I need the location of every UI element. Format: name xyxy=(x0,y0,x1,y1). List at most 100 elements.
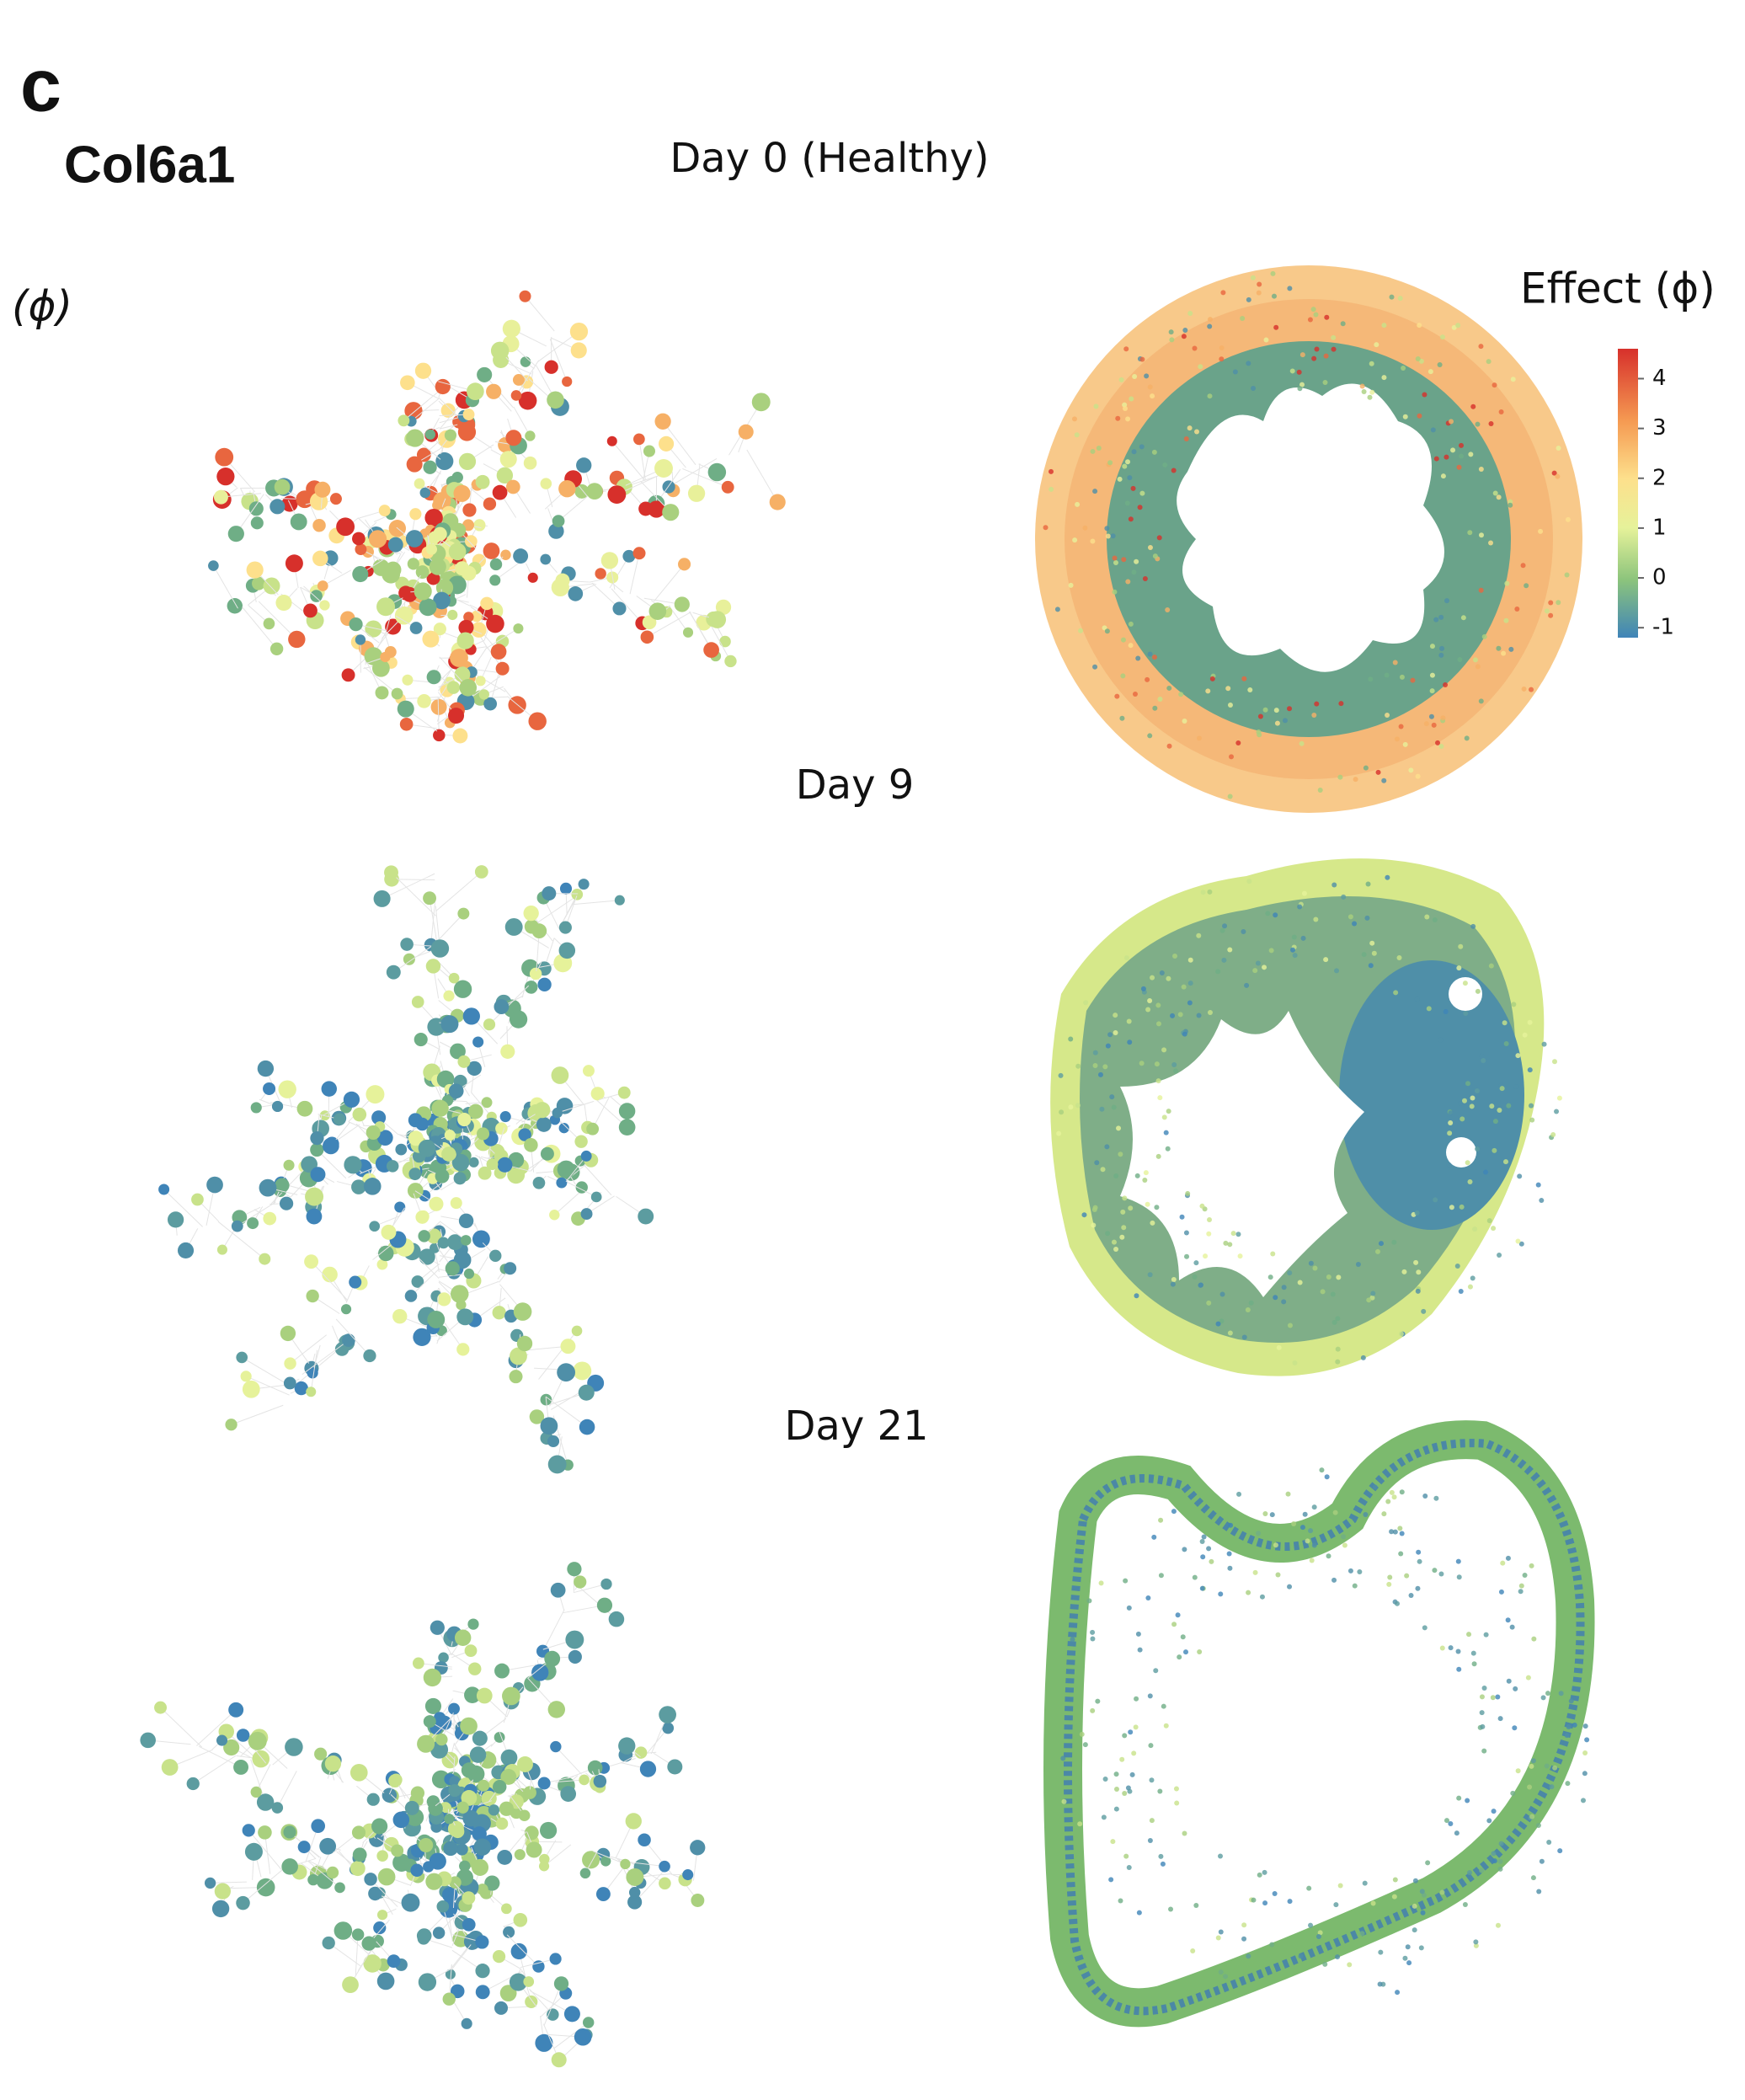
tissue-cell xyxy=(1287,706,1292,711)
tissue-cell xyxy=(1148,1693,1153,1698)
network-node xyxy=(214,490,228,505)
tissue-cell xyxy=(1260,1595,1265,1600)
tissue-cell xyxy=(1521,563,1526,568)
network-node xyxy=(455,561,469,575)
tissue-cell xyxy=(1404,1574,1409,1579)
network-node xyxy=(739,425,754,440)
network-node xyxy=(667,1759,682,1774)
tissue-cell xyxy=(1273,1542,1278,1547)
network-node xyxy=(517,1756,533,1772)
network-node xyxy=(382,1788,397,1803)
tissue-cell xyxy=(1488,541,1493,546)
network-node xyxy=(506,480,520,494)
network-node xyxy=(497,1157,512,1173)
network-node xyxy=(233,1760,248,1775)
tissue-cell xyxy=(1177,1654,1182,1659)
tissue-cell xyxy=(1432,1568,1437,1573)
network-node xyxy=(459,453,476,470)
tissue-cell xyxy=(1473,657,1478,662)
tissue-cell xyxy=(1449,419,1454,424)
tissue-cell xyxy=(1406,1960,1411,1965)
network-node xyxy=(451,1825,465,1838)
tissue-cell xyxy=(1364,916,1369,921)
network-node xyxy=(494,2001,508,2015)
tissue-cell xyxy=(1412,1927,1417,1932)
tissue-cell xyxy=(1465,1798,1470,1803)
tissue-cell xyxy=(1086,1598,1091,1603)
network-node xyxy=(263,1212,276,1226)
tissue-cell xyxy=(1449,1645,1454,1650)
network-node xyxy=(216,1735,227,1746)
tissue-cell xyxy=(1376,770,1381,775)
tissue-cell xyxy=(1506,1556,1511,1561)
network xyxy=(208,291,786,744)
network-node xyxy=(280,1326,296,1341)
tissue-cell xyxy=(1457,657,1462,662)
tissue-cell xyxy=(1448,1821,1453,1826)
tissue-cell xyxy=(1467,530,1472,535)
network-node xyxy=(248,1732,267,1750)
network-node xyxy=(511,1943,527,1959)
tissue-cell xyxy=(1311,356,1316,361)
network-edge xyxy=(435,872,481,911)
network-node xyxy=(433,729,446,742)
tissue-cell xyxy=(1121,557,1126,562)
network-node xyxy=(355,543,366,555)
tissue-cell xyxy=(1381,778,1386,783)
tissue-cell xyxy=(1397,1526,1402,1531)
tissue-cell xyxy=(1151,1535,1156,1540)
tissue-cell xyxy=(1150,975,1155,981)
tissue-cell xyxy=(1169,329,1174,334)
network-node xyxy=(524,1138,538,1152)
tissue-cell xyxy=(1220,1291,1225,1296)
tissue-cell xyxy=(1342,1543,1347,1548)
tissue-cell xyxy=(1491,1851,1496,1856)
tissue-cell xyxy=(1147,998,1152,1003)
tissue-cell xyxy=(1389,295,1394,300)
tissue-cell xyxy=(1495,1694,1500,1699)
tissue-cell xyxy=(1228,703,1233,708)
network-node xyxy=(270,643,283,655)
tissue-cell xyxy=(1156,1078,1161,1083)
tissue-cell xyxy=(1207,393,1212,398)
tissue-cell xyxy=(1222,923,1227,928)
tissue-cell xyxy=(1528,1067,1533,1072)
tissue-cell xyxy=(1433,1496,1438,1501)
network-node xyxy=(483,542,500,559)
tissue-cell xyxy=(1227,1566,1232,1571)
tissue-cell xyxy=(1541,1695,1546,1700)
network-node xyxy=(420,488,431,499)
tissue-cell xyxy=(1360,383,1365,388)
tissue-cell xyxy=(1171,1509,1177,1514)
tissue-cell xyxy=(1552,1766,1557,1771)
tissue-cell xyxy=(1465,1160,1470,1165)
network-node xyxy=(571,342,587,358)
network-node xyxy=(552,579,569,596)
network-node xyxy=(400,718,414,731)
network-node xyxy=(417,694,431,708)
tissue-cell xyxy=(1481,1058,1486,1063)
network-node xyxy=(618,1737,635,1754)
tissue-cell xyxy=(1207,1217,1212,1222)
network-node xyxy=(154,1702,167,1714)
tissue-cell xyxy=(1273,1295,1278,1300)
tissue-cell xyxy=(1399,1331,1404,1336)
tissue-cell xyxy=(1113,1173,1118,1178)
tissue-cell xyxy=(1362,952,1367,957)
tissue-cell xyxy=(1500,1086,1505,1091)
network-node xyxy=(314,482,330,498)
tissue-cell xyxy=(1292,934,1297,939)
tissue-cell xyxy=(1308,1923,1313,1928)
network-node xyxy=(520,356,531,367)
network-node xyxy=(187,1777,200,1790)
tissue-cell xyxy=(1114,694,1119,699)
network-node xyxy=(601,552,618,569)
network-node xyxy=(387,1160,399,1173)
tissue-cell xyxy=(1312,1504,1317,1510)
network-node xyxy=(538,1777,551,1789)
tissue-cell xyxy=(1416,774,1421,779)
tissue-cell xyxy=(1171,468,1177,473)
tissue-cell xyxy=(1187,311,1193,316)
network-node xyxy=(459,679,477,697)
tissue-cell xyxy=(1252,968,1257,973)
